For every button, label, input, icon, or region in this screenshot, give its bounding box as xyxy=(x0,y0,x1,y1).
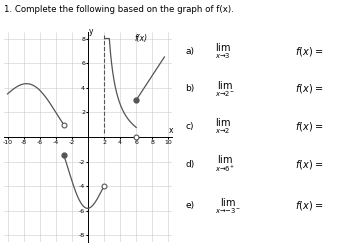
Text: $f(x)$ =: $f(x)$ = xyxy=(295,199,324,212)
Text: c): c) xyxy=(186,122,194,131)
Text: $\lim_{x \to 6^+}$: $\lim_{x \to 6^+}$ xyxy=(215,154,234,174)
Text: $\lim_{x \to 2}$: $\lim_{x \to 2}$ xyxy=(215,117,231,136)
Text: a): a) xyxy=(186,47,195,56)
Text: $f(x)$ =: $f(x)$ = xyxy=(295,120,324,133)
Text: d): d) xyxy=(186,160,195,169)
Text: e): e) xyxy=(186,201,195,210)
Text: y: y xyxy=(89,27,93,36)
Text: $\lim_{x \to 2^-}$: $\lim_{x \to 2^-}$ xyxy=(215,79,234,99)
Text: $f(x)$ =: $f(x)$ = xyxy=(295,158,324,171)
Text: f(x): f(x) xyxy=(135,34,148,43)
Text: $\lim_{x \to -3^-}$: $\lim_{x \to -3^-}$ xyxy=(215,196,240,216)
Text: b): b) xyxy=(186,84,195,93)
Text: $f(x)$ =: $f(x)$ = xyxy=(295,82,324,95)
Text: x: x xyxy=(169,126,173,135)
Text: 1. Complete the following based on the graph of f(x).: 1. Complete the following based on the g… xyxy=(4,5,233,14)
Text: $f(x)$ =: $f(x)$ = xyxy=(295,45,324,58)
Text: $\lim_{x \to 3}$: $\lim_{x \to 3}$ xyxy=(215,42,231,61)
